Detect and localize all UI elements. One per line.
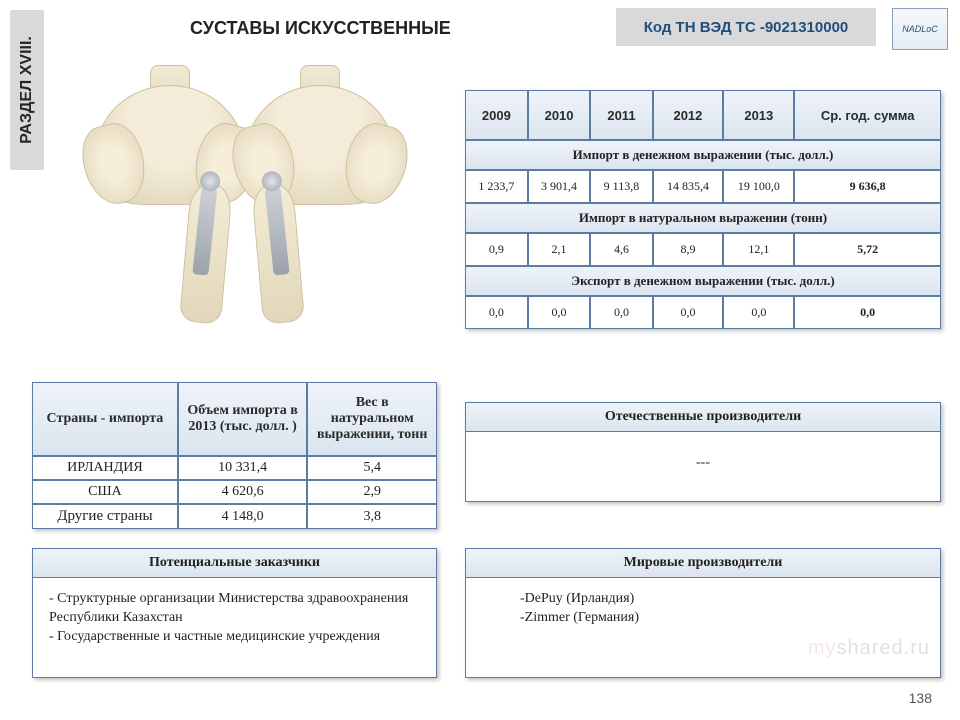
potential-customers-panel: Потенциальные заказчики - Структурные ор… bbox=[32, 548, 437, 678]
col-country: Страны - импорта bbox=[32, 382, 178, 456]
hs-code-badge: Код ТН ВЭД ТС -9021310000 bbox=[616, 8, 876, 46]
nadloc-logo: NADLoC bbox=[892, 8, 948, 50]
potential-customers-title: Потенциальные заказчики bbox=[33, 549, 436, 578]
import-countries-table: Страны - импорта Объем импорта в 2013 (т… bbox=[32, 382, 437, 529]
domestic-producers-body: --- bbox=[466, 432, 940, 485]
table-row: США 4 620,6 2,9 bbox=[32, 480, 437, 504]
col-2012: 2012 bbox=[653, 90, 724, 140]
hip-right bbox=[245, 85, 395, 315]
row-import-value: 1 233,7 3 901,4 9 113,8 14 835,4 19 100,… bbox=[465, 170, 941, 203]
main-table-header-row: 2009 2010 2011 2012 2013 Ср. год. сумма bbox=[465, 90, 941, 140]
col-avg: Ср. год. сумма bbox=[794, 90, 941, 140]
section-import-weight: Импорт в натуральном выражении (тонн) bbox=[465, 203, 941, 233]
hip-prosthesis-illustration bbox=[80, 85, 410, 315]
page-number: 138 bbox=[909, 690, 932, 706]
col-weight: Вес в натуральном выражении, тонн bbox=[307, 382, 437, 456]
section-side-tab-label: РАЗДЕЛ XVIII. bbox=[18, 36, 36, 144]
hs-code-text: Код ТН ВЭД ТС -9021310000 bbox=[644, 19, 849, 36]
table-row: ИРЛАНДИЯ 10 331,4 5,4 bbox=[32, 456, 437, 480]
section-import-value: Импорт в денежном выражении (тыс. долл.) bbox=[465, 140, 941, 170]
world-producers-body: -DePuy (Ирландия) -Zimmer (Германия) bbox=[466, 578, 940, 640]
domestic-producers-title: Отечественные производители bbox=[466, 403, 940, 432]
col-2013: 2013 bbox=[723, 90, 794, 140]
section-export-value: Экспорт в денежном выражении (тыс. долл.… bbox=[465, 266, 941, 296]
potential-customers-body: - Структурные организации Министерства з… bbox=[33, 578, 436, 659]
section-side-tab: РАЗДЕЛ XVIII. bbox=[10, 10, 44, 170]
row-export-value: 0,0 0,0 0,0 0,0 0,0 0,0 bbox=[465, 296, 941, 329]
hip-left bbox=[95, 85, 245, 315]
page-title: СУСТАВЫ ИСКУССТВЕННЫЕ bbox=[190, 18, 451, 39]
import-export-table: 2009 2010 2011 2012 2013 Ср. год. сумма … bbox=[465, 90, 941, 329]
col-volume: Объем импорта в 2013 (тыс. долл. ) bbox=[178, 382, 308, 456]
col-2009: 2009 bbox=[465, 90, 528, 140]
world-producers-title: Мировые производители bbox=[466, 549, 940, 578]
watermark: myshared.ru bbox=[808, 637, 930, 660]
nadloc-logo-text: NADLoC bbox=[902, 24, 938, 34]
table-row: Другие страны 4 148,0 3,8 bbox=[32, 504, 437, 529]
row-import-weight: 0,9 2,1 4,6 8,9 12,1 5,72 bbox=[465, 233, 941, 266]
domestic-producers-panel: Отечественные производители --- bbox=[465, 402, 941, 502]
col-2010: 2010 bbox=[528, 90, 591, 140]
countries-header-row: Страны - импорта Объем импорта в 2013 (т… bbox=[32, 382, 437, 456]
col-2011: 2011 bbox=[590, 90, 652, 140]
